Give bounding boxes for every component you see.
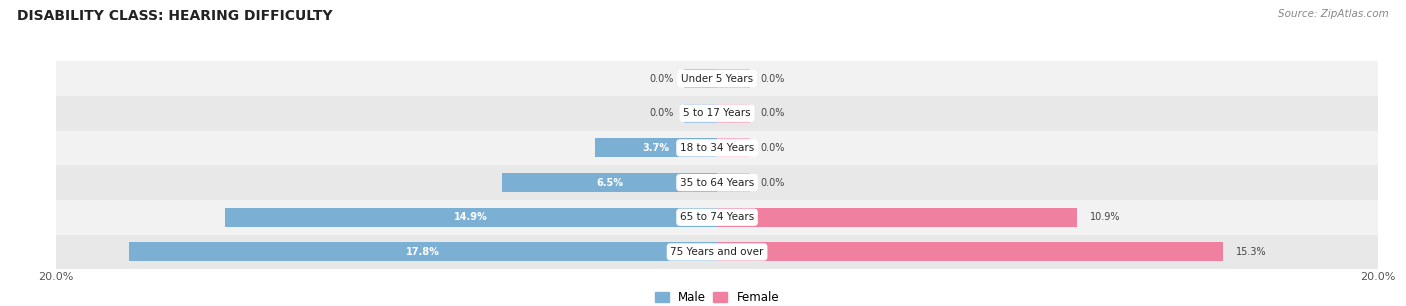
Text: 6.5%: 6.5%: [596, 177, 623, 188]
Text: Under 5 Years: Under 5 Years: [681, 73, 754, 84]
Text: 0.0%: 0.0%: [761, 177, 785, 188]
Text: 0.0%: 0.0%: [650, 108, 673, 118]
Text: DISABILITY CLASS: HEARING DIFFICULTY: DISABILITY CLASS: HEARING DIFFICULTY: [17, 9, 332, 23]
Bar: [56, 165, 1378, 200]
Bar: [129, 242, 717, 261]
Bar: [717, 138, 751, 157]
Text: Source: ZipAtlas.com: Source: ZipAtlas.com: [1278, 9, 1389, 19]
Bar: [717, 173, 751, 192]
Bar: [56, 200, 1378, 235]
Text: 15.3%: 15.3%: [1236, 247, 1267, 257]
Text: 75 Years and over: 75 Years and over: [671, 247, 763, 257]
Bar: [225, 208, 717, 227]
Text: 35 to 64 Years: 35 to 64 Years: [681, 177, 754, 188]
Bar: [717, 242, 1223, 261]
Text: 17.8%: 17.8%: [406, 247, 440, 257]
Bar: [685, 69, 717, 88]
Text: 0.0%: 0.0%: [650, 73, 673, 84]
Text: 10.9%: 10.9%: [1091, 212, 1121, 222]
Text: 0.0%: 0.0%: [761, 73, 785, 84]
Bar: [502, 173, 717, 192]
Bar: [717, 104, 751, 123]
Text: 18 to 34 Years: 18 to 34 Years: [681, 143, 754, 153]
Bar: [717, 208, 1077, 227]
Bar: [595, 138, 717, 157]
Bar: [685, 104, 717, 123]
Legend: Male, Female: Male, Female: [650, 287, 785, 306]
Bar: [56, 235, 1378, 269]
Text: 14.9%: 14.9%: [454, 212, 488, 222]
Text: 3.7%: 3.7%: [643, 143, 669, 153]
Bar: [56, 61, 1378, 96]
Text: 5 to 17 Years: 5 to 17 Years: [683, 108, 751, 118]
Bar: [56, 131, 1378, 165]
Bar: [717, 69, 751, 88]
Text: 0.0%: 0.0%: [761, 108, 785, 118]
Bar: [56, 96, 1378, 131]
Text: 0.0%: 0.0%: [761, 143, 785, 153]
Text: 65 to 74 Years: 65 to 74 Years: [681, 212, 754, 222]
